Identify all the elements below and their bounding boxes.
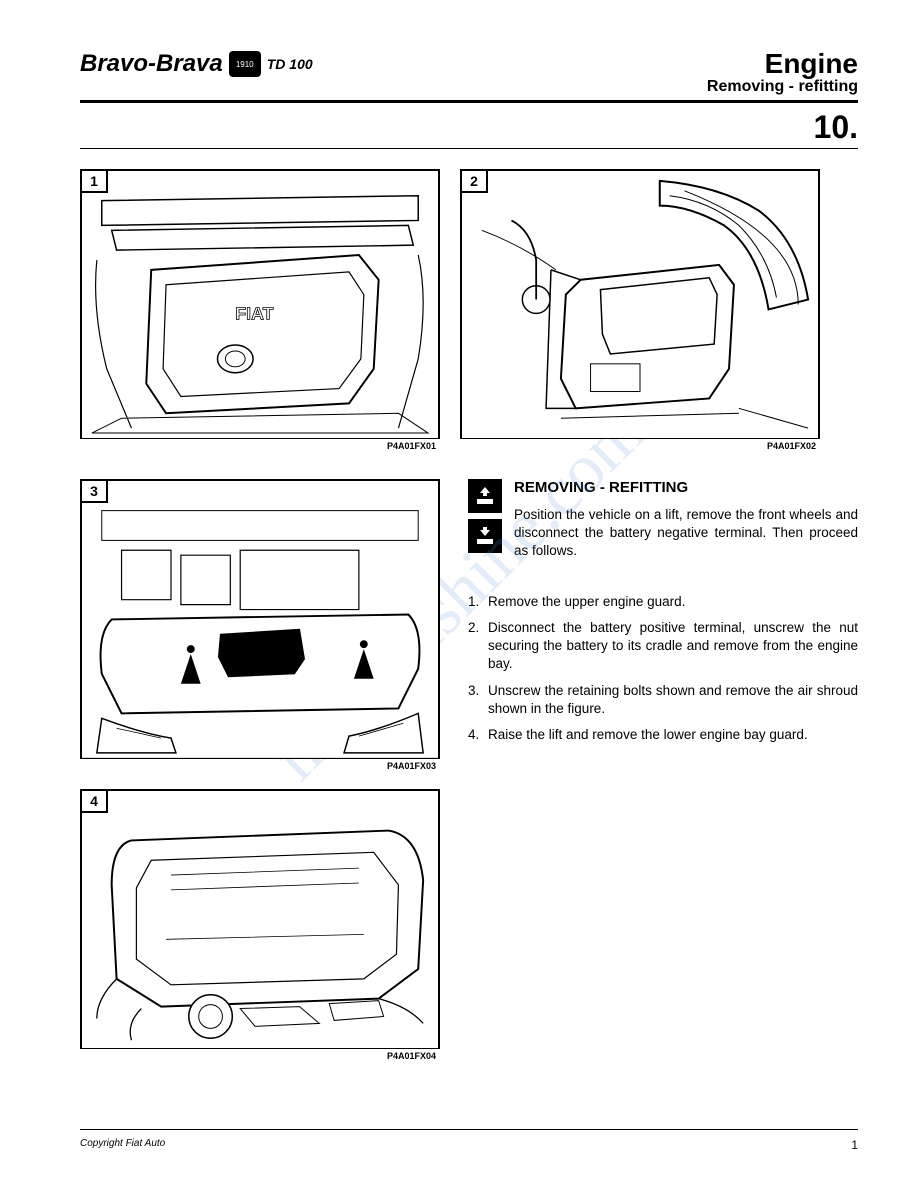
figure-row-2: 3 P4A01FX03 4 [80,479,858,1049]
step-number: 2. [468,619,488,674]
step-number: 4. [468,726,488,744]
figure-number: 3 [82,481,108,503]
figure-number: 2 [462,171,488,193]
step-item: 2. Disconnect the battery positive termi… [468,619,858,674]
figure-number: 4 [82,791,108,813]
lift-down-icon [468,519,502,553]
section-number: 10. [80,109,858,149]
figure-2: 2 P4A01FX02 [460,169,820,439]
figure-number: 1 [82,171,108,193]
step-text: Unscrew the retaining bolts shown and re… [488,682,858,718]
tool-icons [468,479,502,553]
figure-3: 3 P4A01FX03 [80,479,440,759]
step-text: Raise the lift and remove the lower engi… [488,726,858,744]
air-shroud-illustration [82,481,438,758]
figure-4: 4 P4A01FX04 [80,789,440,1049]
figure-1: 1 FIAT P4A01FX01 [80,169,440,439]
header-right: Engine Removing - refitting [707,50,858,96]
header-left: Bravo-Brava 1910 TD 100 [80,50,313,78]
under-guard-illustration [82,791,438,1048]
section-title: Engine [707,50,858,78]
engine-cover-illustration: FIAT [82,171,438,438]
instructions-column: REMOVING - REFITTING Position the vehicl… [460,479,858,752]
figure-caption: P4A01FX04 [387,1051,436,1061]
figure-caption: P4A01FX01 [387,441,436,451]
procedure-intro: Position the vehicle on a lift, remove t… [514,506,858,561]
model-name: Bravo-Brava [80,50,223,78]
step-text: Disconnect the battery positive terminal… [488,619,858,674]
left-figures-column: 3 P4A01FX03 4 [80,479,440,1049]
figure-row-1: 1 FIAT P4A01FX01 2 [80,169,858,439]
procedure-heading: REMOVING - REFITTING [514,479,858,496]
page-footer: Copyright Fiat Auto 1 [80,1129,858,1152]
figure-caption: P4A01FX03 [387,761,436,771]
heading-and-intro: REMOVING - REFITTING Position the vehicl… [514,479,858,583]
step-number: 1. [468,593,488,611]
subsection-title: Removing - refitting [707,78,858,96]
page-header: Bravo-Brava 1910 TD 100 Engine Removing … [80,50,858,103]
copyright-text: Copyright Fiat Auto [80,1138,165,1152]
battery-illustration [462,171,818,438]
page-number: 1 [851,1138,858,1152]
step-number: 3. [468,682,488,718]
svg-text:FIAT: FIAT [235,303,273,323]
lift-up-icon [468,479,502,513]
engine-code: TD 100 [267,56,313,72]
procedure-steps: 1. Remove the upper engine guard. 2. Dis… [468,593,858,745]
step-item: 3. Unscrew the retaining bolts shown and… [468,682,858,718]
step-text: Remove the upper engine guard. [488,593,858,611]
model-badge: 1910 [229,51,261,77]
step-item: 1. Remove the upper engine guard. [468,593,858,611]
content-area: 1 FIAT P4A01FX01 2 [80,169,858,1077]
icon-heading-block: REMOVING - REFITTING Position the vehicl… [468,479,858,583]
step-item: 4. Raise the lift and remove the lower e… [468,726,858,744]
figure-caption: P4A01FX02 [767,441,816,451]
